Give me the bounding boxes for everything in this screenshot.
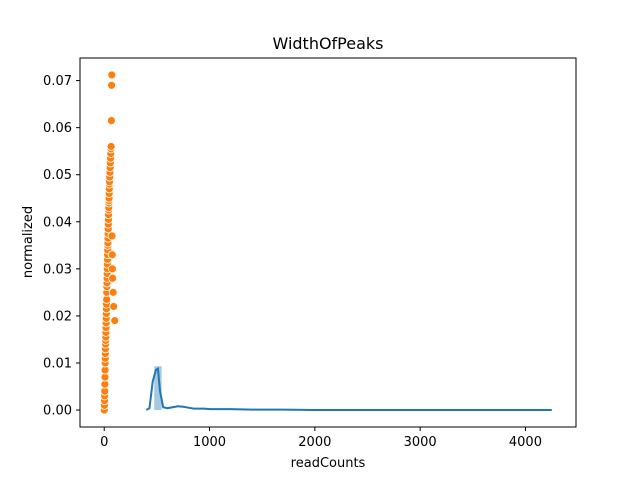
scatter-point bbox=[109, 302, 119, 311]
x-tick-label: 0 bbox=[100, 435, 108, 450]
x-tick-label: 2000 bbox=[298, 435, 331, 450]
scatter-point bbox=[106, 142, 116, 151]
y-tick-label: 0.06 bbox=[43, 121, 72, 136]
plot-frame bbox=[79, 57, 577, 428]
y-tick-label: 0.03 bbox=[43, 262, 72, 277]
y-axis: 0.00 0.01 0.02 0.03 0.04 0.05 0.06 0.07 bbox=[43, 74, 80, 419]
x-tick-label: 4000 bbox=[509, 435, 542, 450]
y-tick-label: 0.01 bbox=[43, 356, 72, 371]
kde-line bbox=[145, 366, 552, 412]
x-axis: 0 1000 2000 3000 4000 bbox=[100, 427, 542, 450]
scatter-point bbox=[108, 264, 117, 274]
scatter-point bbox=[107, 70, 117, 80]
scatter-point bbox=[108, 273, 118, 283]
scatter-point bbox=[110, 316, 120, 326]
x-tick-label: 3000 bbox=[404, 435, 437, 450]
y-axis-label: normalized bbox=[21, 206, 36, 278]
scatter-point bbox=[107, 80, 116, 90]
scatter-point bbox=[108, 287, 118, 297]
chart-title: WidthOfPeaks bbox=[272, 34, 383, 53]
scatter-point bbox=[107, 250, 117, 260]
scatter-point bbox=[106, 116, 116, 125]
y-tick-label: 0.02 bbox=[43, 309, 72, 324]
y-tick-label: 0.04 bbox=[43, 215, 72, 230]
histogram-bar bbox=[154, 366, 162, 411]
x-tick-label: 1000 bbox=[193, 435, 226, 450]
y-tick-label: 0.00 bbox=[43, 404, 72, 419]
plot-area bbox=[99, 70, 552, 415]
x-axis-label: readCounts bbox=[291, 456, 366, 471]
scatter-point bbox=[107, 231, 117, 241]
y-tick-label: 0.05 bbox=[43, 168, 72, 183]
y-tick-label: 0.07 bbox=[43, 74, 72, 89]
